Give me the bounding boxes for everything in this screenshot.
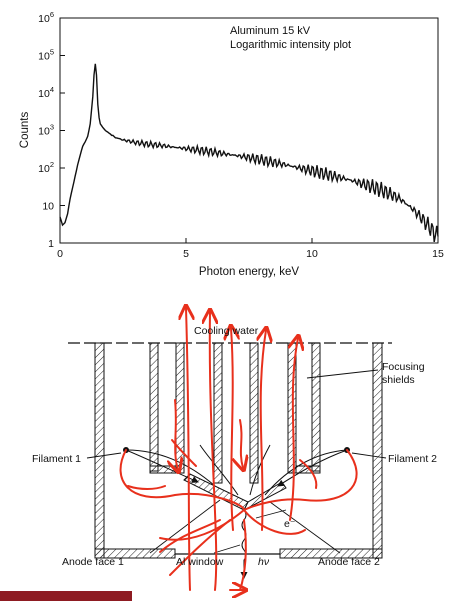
x-axis-ticks: 0 5 10 15 bbox=[57, 238, 444, 260]
xray-spectrum-chart: 106 105 104 103 102 10 1 0 5 10 15 Aluminum 15 kV… bbox=[0, 0, 458, 290]
diagram-svg: Cooling water Focusing shields Filament … bbox=[32, 290, 437, 601]
y-tick-label: 1 bbox=[48, 238, 54, 250]
anode bbox=[183, 473, 287, 512]
chart-subtitle: Logarithmic intensity plot bbox=[230, 39, 351, 51]
hv-label: hν bbox=[258, 556, 270, 568]
spectrum-line bbox=[59, 63, 439, 243]
focusing-shields-label-2: shields bbox=[382, 374, 415, 386]
focusing-shields-label-1: Focusing bbox=[382, 361, 425, 373]
y-tick-label: 103 bbox=[38, 123, 54, 138]
anode-face-1-label: Anode face 1 bbox=[62, 556, 124, 568]
filament-1-label: Filament 1 bbox=[32, 453, 81, 465]
y-tick-label: 106 bbox=[38, 10, 54, 25]
cooling-water-label: Cooling water bbox=[194, 325, 259, 337]
al-window-label: Al window bbox=[176, 556, 224, 568]
plot-frame bbox=[59, 17, 439, 244]
y-tick-label: 104 bbox=[38, 85, 54, 100]
x-tick-label: 10 bbox=[306, 248, 318, 260]
x-tick-label: 5 bbox=[183, 248, 189, 260]
chart-title: Aluminum 15 kV bbox=[230, 25, 311, 37]
leader-lines bbox=[86, 369, 387, 554]
anode-face-2-label: Anode face 2 bbox=[318, 556, 380, 568]
filament-2-label: Filament 2 bbox=[388, 453, 437, 465]
x-tick-label: 15 bbox=[432, 248, 444, 260]
outer-housing bbox=[94, 342, 383, 559]
red-annotations bbox=[119, 308, 358, 590]
y-axis-label: Counts bbox=[19, 112, 31, 149]
electron-label: e⁻ bbox=[284, 518, 296, 530]
y-tick-label: 102 bbox=[38, 160, 54, 175]
bottom-accent-bar bbox=[0, 591, 132, 601]
y-tick-label: 10 bbox=[42, 201, 54, 213]
xray-tube-diagram: Cooling water Focusing shields Filament … bbox=[0, 290, 458, 601]
x-tick-label: 0 bbox=[57, 248, 63, 260]
y-tick-label: 105 bbox=[38, 48, 54, 63]
x-axis-label: Photon energy, keV bbox=[199, 266, 299, 278]
